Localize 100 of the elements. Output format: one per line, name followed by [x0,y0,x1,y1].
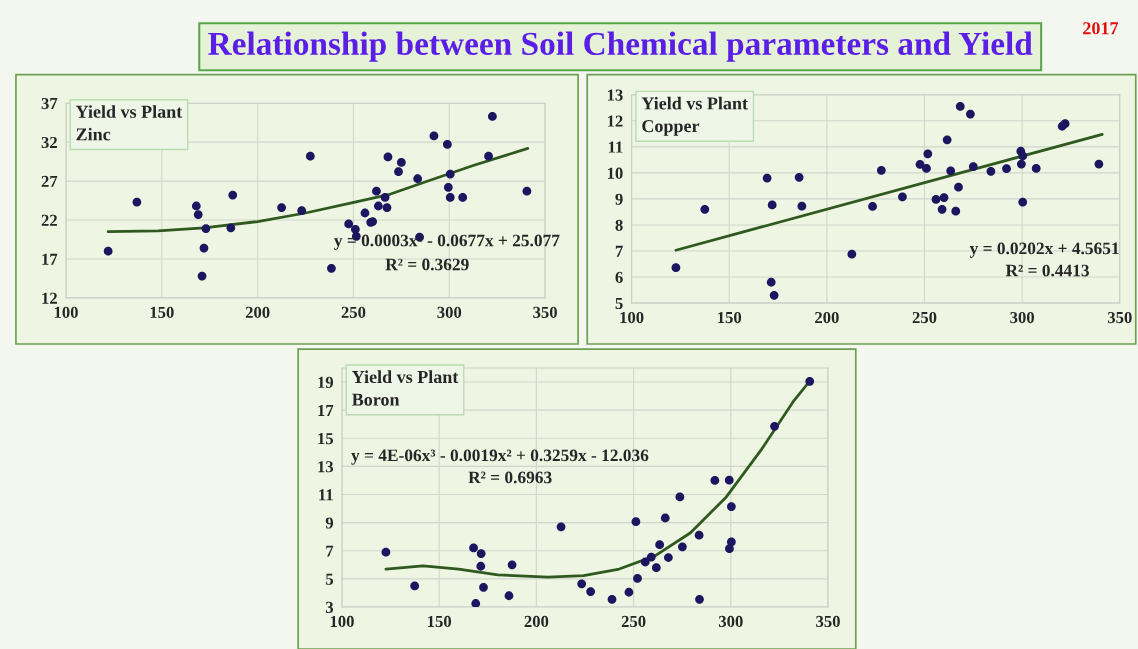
x-tick-label: 300 [437,306,462,318]
point [479,582,488,592]
x-tick-label: 100 [330,615,354,628]
point [445,193,455,202]
point [939,193,949,203]
y-tick-label: 6 [615,271,623,283]
x-tick-label: 150 [150,306,174,318]
point [607,594,617,604]
point [805,376,815,386]
point [305,151,315,161]
point [868,202,877,211]
text: 2017 [1083,22,1119,35]
point [577,579,587,589]
y-tick-label: 27 [41,175,58,187]
point [646,552,656,562]
annotation: y = 0.0202x + 4.5651 [969,242,1119,258]
point [556,522,566,532]
point [442,140,452,149]
y-tick-label: 13 [607,89,623,101]
point [372,186,381,196]
point [1016,159,1026,169]
point [522,186,532,196]
point [675,492,685,502]
point [413,174,423,184]
y-tick-label: 9 [325,517,334,529]
point [469,543,478,553]
point [671,263,681,273]
point [664,553,673,562]
point [624,587,634,597]
x-tick-label: 200 [524,615,549,628]
point [724,475,734,485]
point [382,203,392,212]
point [429,131,439,141]
point [476,549,486,558]
point [228,190,238,200]
y-tick-label: 13 [318,461,334,473]
y-tick-label: 5 [615,297,623,310]
point [297,206,307,216]
point [471,599,481,608]
line-series [106,146,530,234]
point [876,165,886,175]
point [678,542,687,552]
point [955,102,965,111]
point [380,193,390,202]
annotation: R² = 0.3629 [385,258,469,271]
x-tick-label: 350 [533,306,557,318]
annotation: y = 0.0003x² - 0.0677x + 25.077 [334,234,560,250]
y-tick-label: 8 [615,219,623,231]
point [488,112,497,121]
point [458,193,468,202]
x-tick-label: 150 [718,311,742,324]
x-tick-label: 300 [718,615,743,628]
text: Yield vs Plant Copper [641,96,748,136]
point [1018,151,1028,161]
point [277,203,286,212]
point [197,271,207,281]
point [1018,197,1028,207]
y-tick-label: 3 [325,601,334,613]
point [946,166,956,176]
point [199,243,209,253]
point [360,208,370,218]
point [923,149,933,159]
point [968,162,978,172]
y-tick-label: 11 [608,141,623,153]
annotation: R² = 0.4413 [1005,264,1089,277]
y-tick-label: 12 [42,292,57,304]
text: Relationship between Soil Chemical parameters and Yield [208,31,1033,62]
point [193,210,203,219]
point [767,200,777,210]
point [410,581,420,591]
point [640,557,650,567]
y-tick-label: 17 [318,404,334,416]
point [951,206,961,216]
point [226,223,236,233]
point [443,182,453,192]
point [986,166,996,176]
y-tick-label: 10 [607,167,623,179]
y-tick-label: 5 [325,573,334,585]
point [1094,159,1104,169]
x-tick-label: 300 [1010,311,1035,324]
point [201,224,211,233]
point [726,502,736,512]
x-tick-label: 200 [815,311,839,324]
annotation: y = 4E-06x³ - 0.0019x² + 0.3259x - 12.036 [351,449,649,465]
y-tick-label: 19 [318,376,334,388]
point [769,290,779,300]
point [966,109,975,119]
x-tick-label: 350 [816,615,840,628]
point [445,169,455,179]
y-tick-label: 15 [318,433,334,445]
y-tick-label: 11 [319,489,333,501]
x-tick-label: 250 [912,311,937,324]
point [394,167,403,177]
point [898,192,907,202]
point [700,204,710,214]
y-tick-label: 32 [41,136,57,149]
point [1002,164,1011,174]
point [847,249,857,259]
point [931,195,941,204]
point [383,152,393,162]
